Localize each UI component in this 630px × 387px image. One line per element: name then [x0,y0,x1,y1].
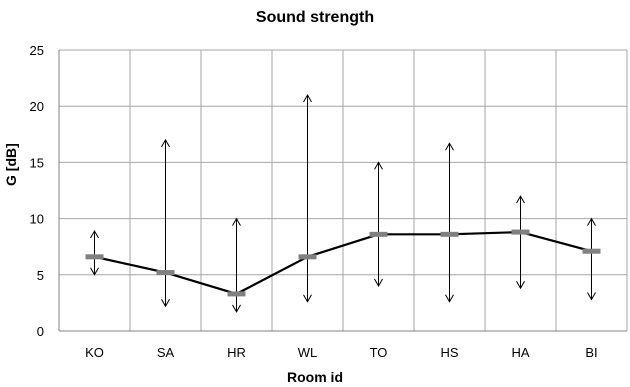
y-tick-label: 10 [30,212,44,227]
range-arrow-low [90,267,99,276]
x-tick-label: WL [298,345,318,360]
x-tick-label: HR [227,345,246,360]
range-arrow-low [516,281,525,290]
x-tick-label: KO [85,345,104,360]
y-tick-label: 5 [37,268,44,283]
data-point-marker [511,229,530,235]
range-arrow-low [587,292,596,301]
data-point-marker [369,231,388,237]
data-point-marker [582,248,601,254]
range-arrow-high [232,217,241,226]
range-arrow-low [303,294,312,303]
data-point-marker [85,254,104,260]
range-arrow-low [161,299,170,308]
range-arrow-high [161,138,170,148]
range-arrow-low [445,294,454,303]
y-axis-label: G [dB] [3,143,19,186]
range-arrow-high [374,161,383,170]
x-axis-label: Room id [287,369,343,385]
range-arrow-low [374,278,383,288]
range-arrow-high [303,93,312,103]
series-line [94,230,592,296]
range-arrow-high [90,229,99,239]
x-tick-label: SA [157,345,175,360]
range-arrow-low [232,304,241,313]
data-point-marker [440,231,459,237]
data-point-marker [298,254,317,260]
y-tick-label: 15 [30,155,44,170]
data-point-marker [156,270,175,276]
data-point-marker [227,291,246,297]
y-tick-label: 20 [30,99,44,114]
x-tick-label: HS [440,345,458,360]
range-arrow-high [587,217,596,226]
x-tick-label: BI [585,345,597,360]
range-arrow-high [516,195,525,204]
x-tick-label: HA [511,345,529,360]
chart-title: Sound strength [255,9,375,26]
y-tick-label: 25 [30,43,44,58]
range-arrow-high [445,142,454,151]
y-tick-label: 0 [37,324,44,339]
x-tick-label: TO [370,345,388,360]
